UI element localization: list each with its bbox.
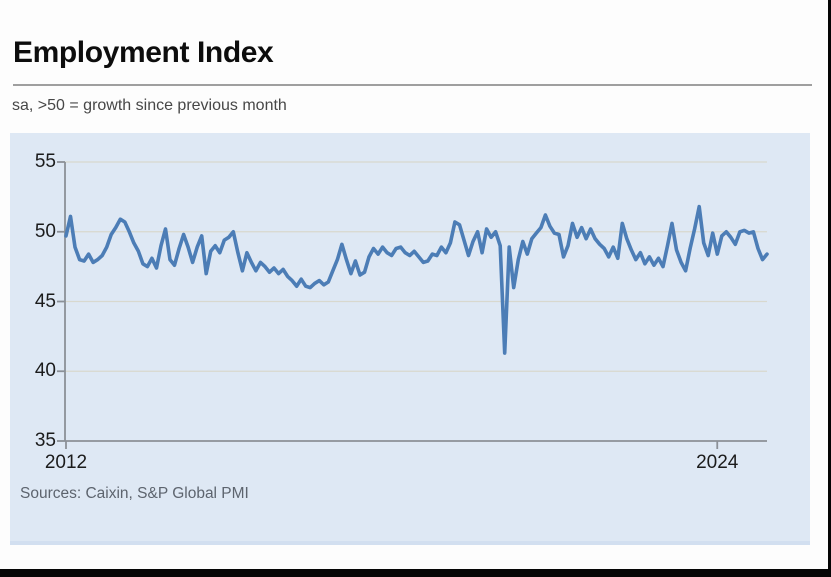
bottom-border bbox=[0, 569, 831, 577]
chart-subtitle: sa, >50 = growth since previous month bbox=[12, 97, 287, 114]
y-tick-label: 35 bbox=[34, 430, 56, 451]
employment-index-line bbox=[64, 204, 769, 355]
x-tick-label: 2024 bbox=[696, 452, 739, 473]
source-note: Sources: Caixin, S&P Global PMI bbox=[20, 485, 249, 502]
title-divider bbox=[13, 84, 812, 86]
y-tick-label: 40 bbox=[34, 360, 56, 382]
y-tick-label: 55 bbox=[34, 151, 56, 172]
y-tick-label: 50 bbox=[34, 220, 56, 242]
right-border bbox=[828, 0, 831, 577]
chart-svg bbox=[57, 161, 769, 449]
page-title: Employment Index bbox=[13, 36, 274, 70]
x-tick-label: 2012 bbox=[44, 452, 88, 473]
employment-chart: 55 50 45 40 35 2012 2024 Sources: Caixin, S&P… bbox=[10, 133, 810, 545]
y-tick-label: 45 bbox=[34, 290, 56, 312]
